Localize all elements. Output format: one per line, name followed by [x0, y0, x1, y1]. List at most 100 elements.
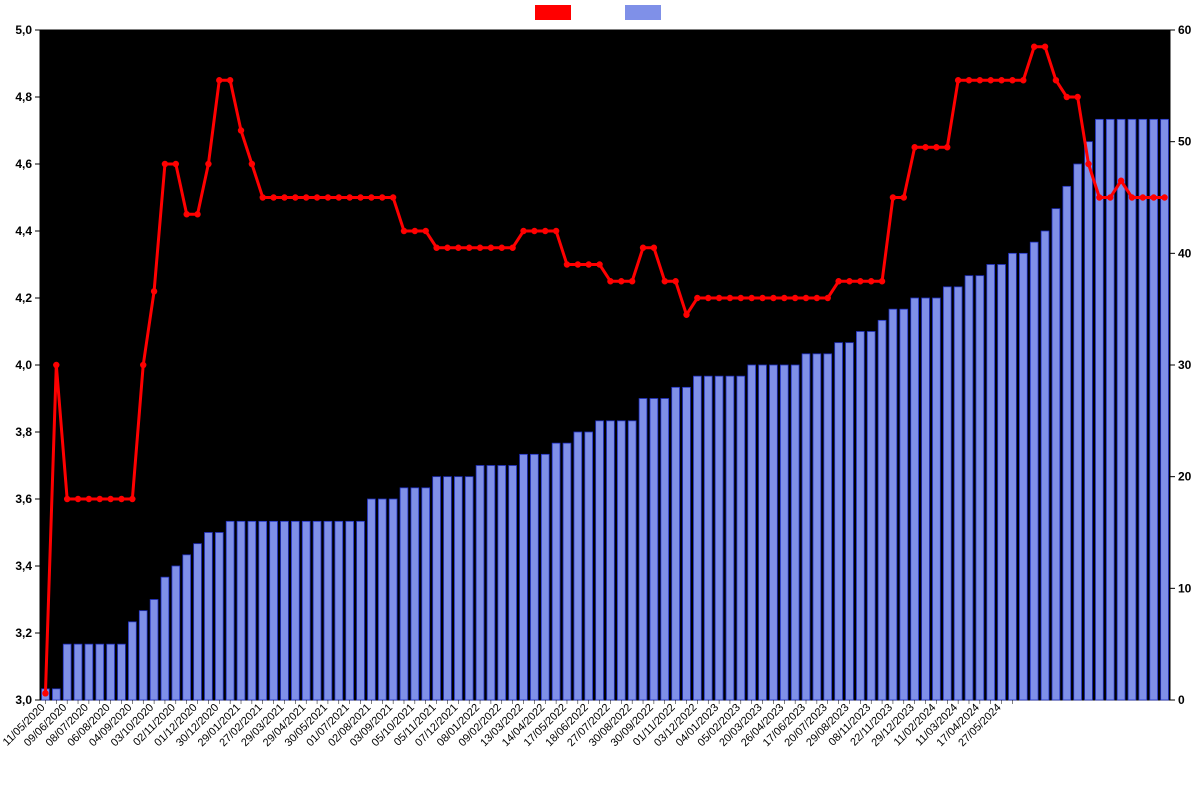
- line-marker: [194, 211, 200, 217]
- line-marker: [423, 228, 429, 234]
- bar: [770, 365, 778, 700]
- bar: [552, 443, 560, 700]
- bar: [161, 577, 169, 700]
- line-marker: [748, 295, 754, 301]
- line-marker: [379, 194, 385, 200]
- bar: [878, 320, 886, 700]
- line-marker: [629, 278, 635, 284]
- bar: [780, 365, 788, 700]
- bar: [465, 477, 473, 700]
- bar: [737, 376, 745, 700]
- line-marker: [738, 295, 744, 301]
- right-axis-label: 40: [1178, 246, 1192, 260]
- bar: [987, 265, 995, 701]
- line-marker: [901, 194, 907, 200]
- bar: [650, 399, 658, 701]
- line-marker: [531, 228, 537, 234]
- bar: [1139, 119, 1147, 700]
- line-marker: [857, 278, 863, 284]
- line-marker: [75, 496, 81, 502]
- bar: [422, 488, 430, 700]
- line-marker: [64, 496, 70, 502]
- bar: [139, 611, 147, 700]
- line-marker: [596, 261, 602, 267]
- bar: [150, 600, 158, 701]
- bar: [704, 376, 712, 700]
- bar: [1052, 209, 1060, 700]
- line-marker: [151, 288, 157, 294]
- bar: [911, 298, 919, 700]
- bar: [433, 477, 441, 700]
- line-marker: [292, 194, 298, 200]
- bar: [270, 521, 278, 700]
- bar: [835, 343, 843, 700]
- legend-swatch: [625, 5, 661, 20]
- line-marker: [183, 211, 189, 217]
- bar: [346, 521, 354, 700]
- line-marker: [303, 194, 309, 200]
- bar: [715, 376, 723, 700]
- bar: [1009, 253, 1017, 700]
- bar: [509, 466, 517, 701]
- line-marker: [1009, 77, 1015, 83]
- right-axis-label: 10: [1178, 581, 1192, 595]
- line-marker: [1118, 178, 1124, 184]
- bar: [487, 466, 495, 701]
- bar: [259, 521, 267, 700]
- line-marker: [412, 228, 418, 234]
- line-marker: [922, 144, 928, 150]
- bar: [411, 488, 419, 700]
- line-marker: [846, 278, 852, 284]
- bar: [85, 644, 93, 700]
- line-marker: [868, 278, 874, 284]
- bar: [1030, 242, 1038, 700]
- bar: [226, 521, 234, 700]
- line-marker: [86, 496, 92, 502]
- line-marker: [542, 228, 548, 234]
- bar: [313, 521, 321, 700]
- bar: [856, 332, 864, 701]
- line-marker: [890, 194, 896, 200]
- line-marker: [770, 295, 776, 301]
- bar: [1085, 142, 1093, 700]
- legend-swatch: [535, 5, 571, 20]
- bar: [791, 365, 799, 700]
- line-marker: [564, 261, 570, 267]
- line-marker: [140, 362, 146, 368]
- bar: [889, 309, 897, 700]
- line-marker: [1064, 94, 1070, 100]
- line-marker: [694, 295, 700, 301]
- bar: [389, 499, 397, 700]
- bar: [998, 265, 1006, 701]
- bar: [922, 298, 930, 700]
- line-marker: [727, 295, 733, 301]
- bar: [248, 521, 256, 700]
- line-marker: [759, 295, 765, 301]
- line-marker: [662, 278, 668, 284]
- bar: [867, 332, 875, 701]
- line-marker: [520, 228, 526, 234]
- bar: [1150, 119, 1158, 700]
- line-marker: [955, 77, 961, 83]
- left-axis-label: 4,6: [15, 157, 32, 171]
- line-marker: [325, 194, 331, 200]
- line-marker: [705, 295, 711, 301]
- line-marker: [281, 194, 287, 200]
- chart-svg: 3,03,23,43,63,84,04,24,44,64,85,00102030…: [0, 0, 1200, 800]
- bar: [563, 443, 571, 700]
- line-marker: [368, 194, 374, 200]
- line-marker: [1042, 44, 1048, 50]
- line-marker: [466, 245, 472, 251]
- line-marker: [575, 261, 581, 267]
- line-marker: [477, 245, 483, 251]
- line-marker: [835, 278, 841, 284]
- line-marker: [1151, 194, 1157, 200]
- line-marker: [1031, 44, 1037, 50]
- bar: [932, 298, 940, 700]
- bar: [52, 689, 60, 700]
- left-axis-label: 3,2: [15, 626, 32, 640]
- line-marker: [129, 496, 135, 502]
- line-marker: [227, 77, 233, 83]
- line-marker: [1053, 77, 1059, 83]
- bar: [444, 477, 452, 700]
